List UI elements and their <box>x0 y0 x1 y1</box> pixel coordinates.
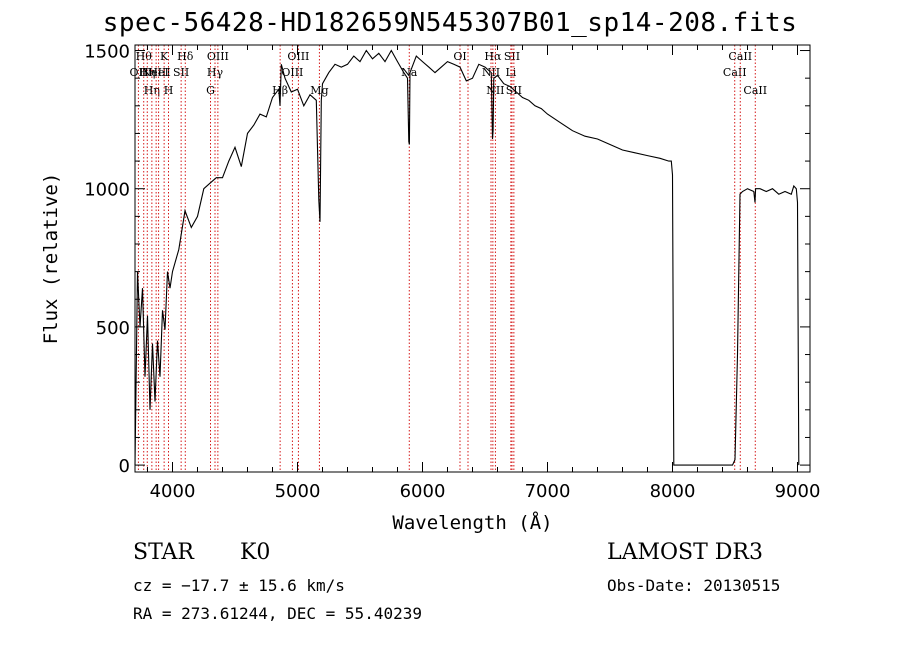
object-subclass: K0 <box>240 540 271 565</box>
plot-frame <box>134 44 811 473</box>
spectral-line-label: NII <box>486 84 504 97</box>
x-tick-label: 7000 <box>525 481 571 502</box>
spectral-line-label: Hη <box>139 66 155 79</box>
spectral-line-label: OII <box>130 66 148 79</box>
x-tick-label: 4000 <box>150 481 196 502</box>
spectral-line-label: Li <box>505 66 516 79</box>
spectral-line-label: CaII <box>728 50 752 63</box>
redshift-velocity: cz = −17.7 ± 15.6 km/s <box>133 576 345 595</box>
y-tick-label: 500 <box>96 318 130 339</box>
spectral-line-label: OIII <box>287 50 309 63</box>
spectral-line-label: OIII <box>281 66 303 79</box>
spectrum-line <box>134 49 800 466</box>
spectral-line-label: K <box>160 50 169 63</box>
spectral-line-label: NeIII <box>142 66 171 79</box>
spectral-line-label: CaII <box>743 84 767 97</box>
y-tick-label: 1000 <box>84 180 130 201</box>
y-axis-label: Flux (relative) <box>40 173 62 345</box>
spectral-line-label: G <box>206 84 215 97</box>
spectral-line-label: SII <box>504 50 520 63</box>
spectral-line-label: Hγ <box>207 66 224 79</box>
spectral-line-label: Mg <box>310 84 328 97</box>
spectral-line-label: SII <box>173 66 189 79</box>
x-tick-label: 6000 <box>400 481 446 502</box>
spectral-line-label: Hα <box>484 50 502 63</box>
spectral-line-label: OIII <box>207 50 229 63</box>
x-tick-label: 8000 <box>650 481 696 502</box>
spectral-line-label: Hδ <box>177 50 194 63</box>
object-class: STAR <box>133 540 194 565</box>
observation-date: Obs-Date: 20130515 <box>607 576 781 595</box>
x-axis-label: Wavelength (Å) <box>392 511 552 534</box>
y-tick-label: 1500 <box>84 42 130 63</box>
coordinates: RA = 273.61244, DEC = 55.40239 <box>133 604 422 623</box>
survey-name: LAMOST DR3 <box>607 540 763 565</box>
spectral-line-label: Hη <box>144 84 160 97</box>
x-tick-label: 9000 <box>775 481 821 502</box>
y-tick-label: 0 <box>119 456 130 477</box>
spectral-line-label: H <box>164 84 174 97</box>
spectral-line-label: HeI <box>148 66 168 79</box>
chart-title: spec-56428-HD182659N545307B01_sp14-208.f… <box>102 8 798 38</box>
spectral-line-label: Hθ <box>136 50 153 63</box>
spectral-line-label: OI <box>453 50 466 63</box>
x-tick-label: 5000 <box>275 481 321 502</box>
spectral-line-label: CaII <box>723 66 747 79</box>
